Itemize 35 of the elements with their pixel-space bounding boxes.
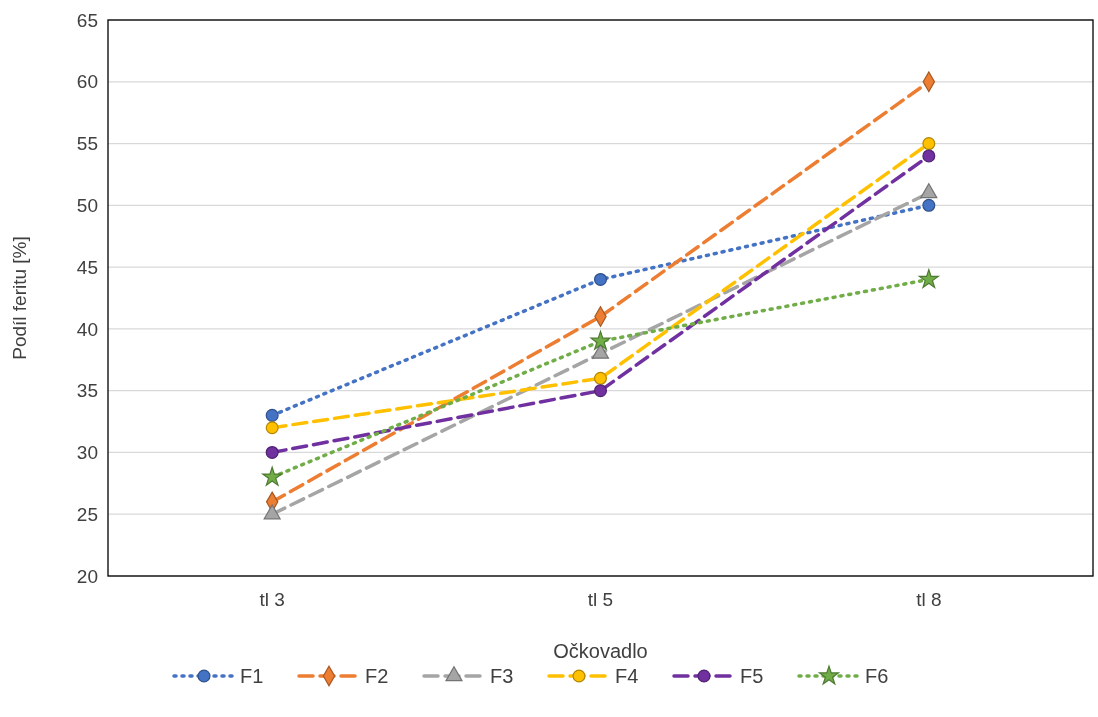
point bbox=[265, 445, 279, 459]
y-tick-label: 55 bbox=[76, 133, 98, 155]
x-tick-label: tl 3 bbox=[259, 589, 285, 610]
y-tick-label: 40 bbox=[76, 318, 98, 340]
x-tick-label: tl 8 bbox=[916, 589, 942, 610]
point bbox=[590, 330, 611, 350]
point bbox=[265, 421, 279, 435]
point bbox=[263, 504, 281, 520]
y-tick-label: 45 bbox=[76, 256, 98, 278]
y-axis-title: Podíl feritu [%] bbox=[9, 236, 30, 360]
y-tick-label: 65 bbox=[76, 9, 98, 31]
point bbox=[920, 183, 938, 199]
legend-label: F6 bbox=[865, 665, 889, 687]
y-tick-label: 35 bbox=[76, 380, 98, 402]
point bbox=[593, 371, 608, 385]
point bbox=[922, 137, 936, 151]
y-tick-label: 20 bbox=[76, 565, 98, 587]
x-tick-label: tl 5 bbox=[587, 589, 614, 610]
point bbox=[918, 268, 939, 289]
y-tick-label: 50 bbox=[76, 194, 98, 216]
point bbox=[262, 466, 283, 486]
point bbox=[593, 272, 608, 286]
legend-label: F5 bbox=[740, 665, 764, 687]
point bbox=[922, 149, 936, 163]
legend-label: F4 bbox=[615, 665, 639, 687]
x-axis-title: Očkovadlo bbox=[553, 640, 648, 662]
y-tick-label: 30 bbox=[76, 442, 98, 464]
y-tick-label: 60 bbox=[76, 71, 98, 93]
point bbox=[265, 408, 279, 422]
point bbox=[922, 198, 936, 212]
point bbox=[593, 384, 608, 398]
y-tick-label: 25 bbox=[76, 503, 98, 525]
legend-label: F1 bbox=[240, 665, 264, 687]
legend-label: F3 bbox=[490, 665, 514, 687]
legend-label: F2 bbox=[365, 665, 389, 687]
